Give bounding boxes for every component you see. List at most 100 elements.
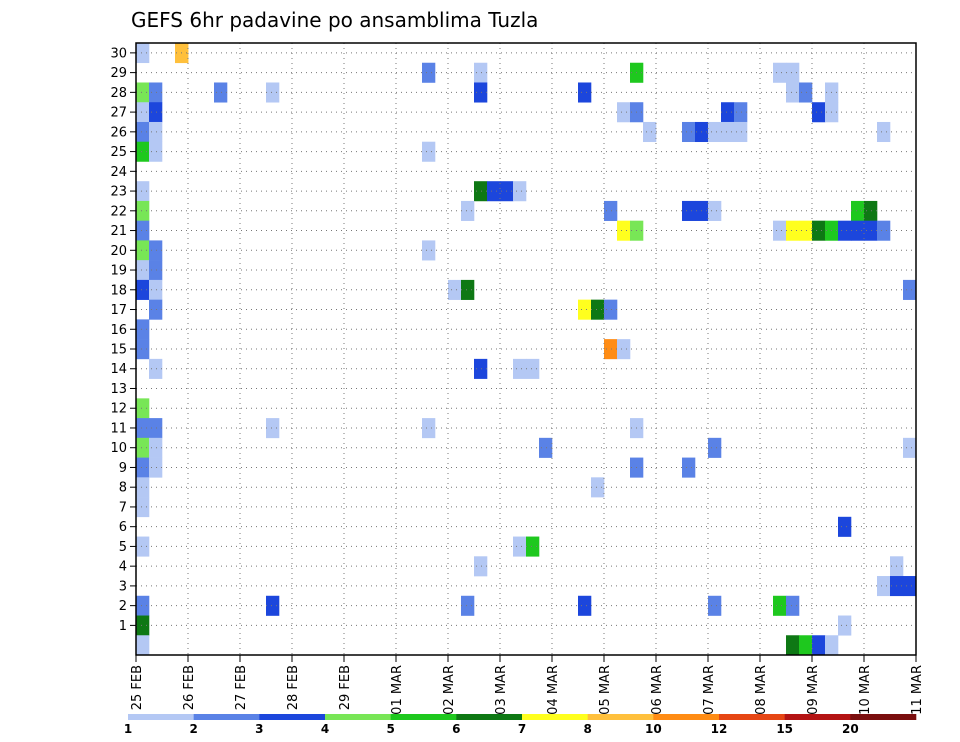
heatmap-cell	[812, 220, 826, 241]
legend-label: 7	[518, 722, 526, 736]
heatmap-cell	[721, 121, 735, 143]
heatmap-cell	[851, 220, 865, 241]
x-tick-label: 27 FEB	[234, 665, 249, 710]
x-tick-label: 04 MAR	[546, 665, 561, 715]
heatmap-cell	[812, 102, 826, 123]
heatmap-cell	[786, 595, 800, 616]
x-tick-label: 08 MAR	[754, 665, 769, 715]
y-tick-label: 30	[110, 46, 127, 61]
heatmap-cell	[266, 82, 280, 103]
heatmap-cell	[591, 299, 605, 320]
y-tick-label: 4	[119, 560, 127, 575]
y-tick-label: 16	[110, 323, 127, 338]
heatmap-cell	[149, 437, 163, 458]
heatmap-cell	[786, 635, 800, 656]
y-tick-label: 10	[110, 441, 127, 456]
heatmap-cell	[838, 220, 852, 241]
heatmap-cell	[136, 102, 150, 123]
heatmap-cell	[903, 576, 917, 597]
legend-swatch	[128, 714, 194, 720]
heatmap-cell	[682, 457, 696, 478]
y-tick-label: 14	[110, 362, 127, 377]
heatmap-cell	[136, 595, 150, 616]
y-tick-label: 21	[110, 224, 127, 239]
heatmap-cell	[487, 181, 501, 202]
heatmap-cell	[136, 477, 150, 498]
legend-swatch	[193, 714, 260, 720]
heatmap-cell	[422, 418, 436, 439]
x-tick-label: 11 MAR	[910, 665, 925, 715]
chart-grid	[136, 43, 916, 655]
x-axis-ticks: 25 FEB 26 FEB 27 FEB 28 FEB 29 FEB 01 MAR 02 M…	[130, 655, 925, 715]
legend-swatch	[587, 714, 654, 720]
heatmap-cell	[578, 595, 592, 616]
heatmap-cell	[461, 200, 475, 221]
heatmap-cell	[526, 536, 540, 557]
legend-label: 2	[189, 722, 197, 736]
heatmap-cell	[825, 635, 839, 656]
x-tick-label: 02 MAR	[442, 665, 457, 715]
heatmap-cell	[513, 536, 527, 557]
y-axis-ticks: 1234567891011121314151617181920212223242…	[110, 46, 136, 634]
heatmap-cell	[513, 358, 527, 379]
legend-swatch	[653, 714, 720, 720]
heatmap-cell	[136, 181, 150, 202]
y-tick-label: 1	[119, 619, 127, 634]
y-tick-label: 5	[119, 540, 127, 555]
y-tick-label: 24	[110, 165, 127, 180]
heatmap-cell	[708, 437, 722, 458]
legend-label: 3	[255, 722, 263, 736]
heatmap-cell	[617, 102, 631, 123]
heatmap-cell	[149, 299, 163, 320]
y-tick-label: 15	[110, 343, 127, 358]
heatmap-cell	[136, 418, 150, 439]
legend-label: 6	[452, 722, 460, 736]
y-tick-label: 13	[110, 382, 127, 397]
heatmap-cell	[773, 220, 787, 241]
heatmap-cell	[786, 82, 800, 103]
heatmap-cell	[474, 62, 488, 83]
y-tick-label: 8	[119, 481, 127, 496]
heatmap-cell	[474, 181, 488, 202]
y-tick-label: 6	[119, 520, 127, 535]
heatmap-cell	[604, 299, 618, 320]
x-tick-label: 07 MAR	[702, 665, 717, 715]
x-tick-label: 01 MAR	[390, 665, 405, 715]
heatmap-cell	[773, 595, 787, 616]
y-tick-label: 20	[110, 244, 127, 259]
heatmap-cell	[136, 457, 150, 478]
heatmap-cell	[461, 595, 475, 616]
heatmap-cell	[643, 121, 657, 143]
heatmap-cell	[734, 102, 748, 123]
heatmap-cell	[513, 181, 527, 202]
heatmap-cell	[682, 200, 696, 221]
heatmap-cell	[136, 279, 150, 300]
y-tick-label: 19	[110, 264, 127, 279]
legend-label: 15	[776, 722, 793, 736]
heatmap-cell	[136, 43, 150, 64]
x-tick-label: 05 MAR	[598, 665, 613, 715]
heatmap-cell	[578, 299, 592, 320]
legend-label: 5	[386, 722, 394, 736]
heatmap-cell	[149, 141, 163, 162]
x-tick-label: 03 MAR	[494, 665, 509, 715]
heatmap-cell	[266, 418, 280, 439]
heatmap-cell	[617, 220, 631, 241]
heatmap-cell	[604, 339, 618, 360]
heatmap-cell	[604, 200, 618, 221]
y-tick-label: 3	[119, 579, 127, 594]
x-tick-label: 26 FEB	[182, 665, 197, 710]
y-tick-label: 27	[110, 106, 127, 121]
legend-swatch	[259, 714, 326, 720]
heatmap-cell	[136, 536, 150, 557]
y-tick-label: 28	[110, 86, 127, 101]
heatmap-cell	[136, 240, 150, 261]
legend-label: 1	[124, 722, 132, 736]
legend: 1 2 3 4 5 6 7 8 10 12 15 20	[124, 714, 917, 736]
heatmap-cell	[903, 437, 917, 458]
y-tick-label: 9	[119, 461, 127, 476]
heatmap-cell	[474, 556, 488, 577]
y-tick-label: 2	[119, 599, 127, 614]
heatmap-cell	[903, 279, 917, 300]
legend-label: 4	[321, 722, 329, 736]
